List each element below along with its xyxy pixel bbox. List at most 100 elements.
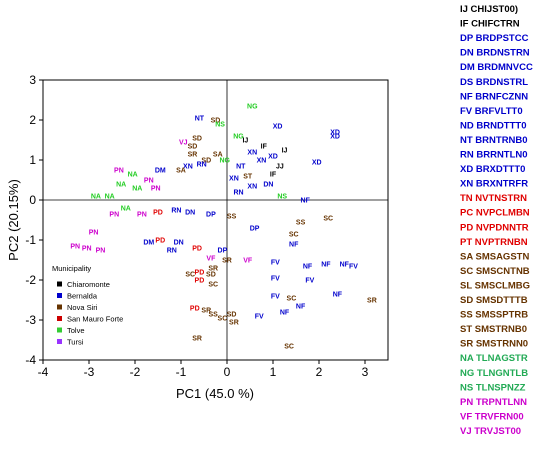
- data-point-label: SR: [229, 320, 239, 327]
- y-tick-label: -3: [25, 313, 36, 327]
- data-point-label: PD: [155, 238, 165, 245]
- data-point-label: NF: [303, 264, 313, 271]
- code-list-item: PN TRPNTLNN: [460, 397, 527, 408]
- data-point-label: SC: [218, 316, 228, 323]
- legend: Municipality Chiaromonte Bernalda Nova Sir…: [47, 263, 159, 355]
- data-point-label: PN: [109, 212, 119, 219]
- data-point-label: NF: [340, 262, 350, 269]
- data-point-label: SC: [208, 282, 218, 289]
- y-tick-label: 1: [29, 153, 36, 167]
- data-point-label: RN: [197, 162, 207, 169]
- data-point-label: RN: [167, 248, 177, 255]
- data-point-label: NA: [91, 194, 101, 201]
- code-list-item: XN BRXNTRFR: [460, 179, 528, 190]
- data-point-label: XD: [268, 154, 278, 161]
- data-point-label: XD: [273, 124, 283, 131]
- y-tick-label: 0: [29, 193, 36, 207]
- code-list-item: VF TRVFRN00: [460, 411, 524, 422]
- code-list-item: SS SMSSPTRB: [460, 310, 528, 321]
- legend-swatch: [57, 304, 62, 310]
- data-point-label: SD: [211, 118, 221, 125]
- data-point-label: SD: [201, 158, 211, 165]
- code-list-item: NT BRNTRNB0: [460, 135, 528, 146]
- code-list-item: NF BRNFCZNN: [460, 91, 528, 102]
- x-tick-label: 3: [362, 365, 369, 379]
- data-point-label: SC: [323, 216, 333, 223]
- data-point-label: NG: [219, 158, 230, 165]
- code-list-item: PT NVPTRNBN: [460, 237, 528, 248]
- data-point-label: NA: [132, 186, 142, 193]
- data-point-label: SD: [188, 144, 198, 151]
- legend-entries: Chiaromonte Bernalda Nova Siri San Mauro Fo…: [57, 280, 123, 347]
- data-point-label: SS: [296, 220, 306, 227]
- data-point-label: PN: [89, 230, 99, 237]
- data-point-label: NS: [277, 194, 287, 201]
- data-point-label: SS: [209, 312, 219, 319]
- code-list-item: SR SMSTRNN0: [460, 339, 528, 350]
- legend-swatch: [57, 316, 62, 321]
- code-list-item: IJ CHIJST00): [460, 4, 518, 15]
- code-list-item: NA TLNAGSTR: [460, 353, 528, 364]
- code-list-item: TN NVTNSTRN: [460, 193, 527, 204]
- legend-entry-label: San Mauro Forte: [67, 315, 123, 324]
- x-tick-label: 1: [270, 365, 277, 379]
- code-list-item: NS TLNSPNZZ: [460, 382, 526, 393]
- data-point-label: JJ: [276, 164, 284, 171]
- data-point-label: SA: [176, 168, 186, 175]
- y-tick-label: 2: [29, 113, 36, 127]
- data-point-label: VF: [206, 256, 216, 263]
- data-point-label: IF: [270, 172, 277, 179]
- code-list-item: XD BRXDTTT0: [460, 164, 525, 175]
- code-list-item: RN BRRNTLN0: [460, 150, 528, 161]
- code-list-item: FV BRFVLTT0: [460, 106, 523, 117]
- legend-entry-label: Tursi: [67, 338, 84, 347]
- legend-entry-label: Bernalda: [67, 292, 98, 301]
- code-list-item: SL SMSCLMBG: [460, 280, 530, 291]
- data-point-label: FV: [271, 260, 280, 267]
- data-point-label: XN: [257, 158, 267, 165]
- data-point-label: NS: [215, 122, 225, 129]
- data-point-label: SR: [222, 258, 232, 265]
- data-point-label: DN: [174, 240, 184, 247]
- data-point-label: FV: [271, 276, 280, 283]
- data-point-label: PN: [137, 212, 147, 219]
- data-point-label: DM: [143, 240, 154, 247]
- y-tick-label: -4: [25, 353, 36, 367]
- legend-swatch: [57, 327, 62, 333]
- data-point-label: RN: [233, 190, 243, 197]
- data-point-label: PD: [192, 246, 202, 253]
- data-point-label: SR: [188, 152, 198, 159]
- y-tick-label: 3: [29, 73, 36, 87]
- code-list-item: DS BRDNSTRL: [460, 77, 528, 88]
- data-point-label: SC: [289, 232, 299, 239]
- code-list-item: SC SMSCNTNB: [460, 266, 530, 277]
- data-point-label: PD: [190, 306, 200, 313]
- data-point-label: PD: [195, 278, 205, 285]
- legend-title: Municipality: [52, 264, 91, 273]
- code-list-item: SD SMSDTTTB: [460, 295, 528, 306]
- legend-swatch: [57, 293, 62, 298]
- data-point-label: SC: [185, 272, 195, 279]
- data-point-label: NG: [247, 104, 258, 111]
- code-list-item: ND BRNDTTT0: [460, 120, 527, 131]
- data-point-label: SA: [213, 152, 223, 159]
- data-point-label: DN: [263, 182, 273, 189]
- data-point-label: SR: [208, 266, 218, 273]
- code-list-item: NG TLNGNTLB: [460, 368, 528, 379]
- data-point-label: PN: [82, 246, 92, 253]
- data-point-label: NF: [280, 310, 290, 317]
- data-point-label: VJ: [179, 140, 188, 147]
- data-point-label: XN: [247, 184, 257, 191]
- data-point-label: XN: [183, 164, 193, 171]
- data-point-label: SD: [227, 312, 237, 319]
- data-point-label: PD: [195, 270, 205, 277]
- x-tick-label: 2: [316, 365, 323, 379]
- code-list-item: DM BRDMNVCC: [460, 62, 533, 73]
- data-point-label: FV: [305, 278, 314, 285]
- data-point-label: NF: [301, 198, 311, 205]
- data-point-label: DP: [218, 248, 228, 255]
- x-axis-label: PC1 (45.0 %): [176, 386, 254, 401]
- data-point-label: SR: [201, 308, 211, 315]
- data-point-label: DN: [185, 210, 195, 217]
